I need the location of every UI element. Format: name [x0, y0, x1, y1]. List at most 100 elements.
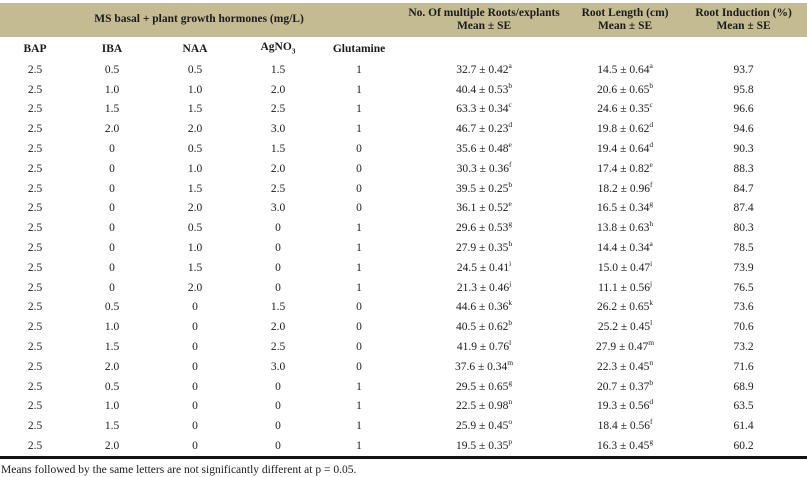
- cell-root-length-mean: 11.1 ± 0.56j: [598, 278, 653, 294]
- cell-glutamine: 1: [356, 242, 362, 255]
- cell-root-induction: 73.6: [733, 301, 754, 314]
- cell-iba: 0.5: [104, 63, 120, 76]
- significance-letter: a: [649, 61, 653, 71]
- cell-bap: 2.5: [27, 360, 43, 373]
- cell-root-induction: 73.9: [733, 261, 754, 274]
- cell-bap: 2.5: [27, 242, 43, 255]
- cell-glutamine: 1: [356, 380, 362, 393]
- cell-bap: 2.5: [27, 420, 43, 433]
- rooting-response-table: MS basal + plant growth hormones (mg/L) …: [0, 3, 807, 459]
- cell-roots-mean: 24.5 ± 0.41i: [456, 259, 512, 274]
- cell-root-length-mean: 25.2 ± 0.45l: [597, 318, 653, 334]
- significance-letter: k: [508, 298, 513, 308]
- cell-root-length-mean: 13.8 ± 0.63h: [597, 219, 654, 235]
- cell-iba: 0: [109, 222, 115, 235]
- cell-naa: 1.0: [187, 162, 203, 175]
- significance-letter: k: [649, 298, 654, 308]
- cell-glutamine: 1: [356, 103, 362, 116]
- cell-naa: 0: [192, 301, 198, 314]
- column-header-root-induction: Root Induction (%) Mean ± SE: [680, 3, 807, 37]
- significance-letter: e: [508, 140, 512, 150]
- cell-agno3: 0: [275, 400, 281, 413]
- cell-roots-mean: 21.3 ± 0.46j: [456, 278, 512, 294]
- column-header-root-length-line2: Mean ± SE: [597, 20, 653, 32]
- cell-bap: 2.5: [27, 143, 43, 156]
- cell-bap: 2.5: [27, 202, 43, 215]
- cell-bap: 2.5: [27, 380, 43, 393]
- cell-iba: 1.5: [104, 420, 120, 433]
- table-row: 2.5 0.5 0 0 1 29.5 ± 0.65g 20.7 ± 0.37b 68.9: [0, 377, 807, 397]
- cell-root-length-mean: 24.6 ± 0.35c: [597, 100, 653, 116]
- significance-letter: g: [649, 437, 654, 447]
- cell-iba: 1.5: [104, 103, 120, 116]
- cell-glutamine: 0: [356, 202, 362, 215]
- cell-roots-mean: 36.1 ± 0.52e: [456, 199, 512, 215]
- cell-bap: 2.5: [27, 63, 43, 76]
- significance-letter: b: [508, 318, 513, 328]
- cell-iba: 1.0: [104, 400, 120, 413]
- table-row: 2.5 0 0.5 0 1 29.6 ± 0.53g 13.8 ± 0.63h 80.3: [0, 218, 807, 238]
- significance-letter: g: [508, 219, 513, 229]
- significance-letter: m: [648, 338, 655, 348]
- column-header-root-induction-line2: Mean ± SE: [716, 20, 771, 32]
- cell-agno3: 2.0: [270, 83, 286, 96]
- cell-naa: 0: [192, 400, 198, 413]
- column-header-iba: IBA: [70, 37, 154, 60]
- cell-iba: 2.0: [104, 440, 120, 453]
- cell-roots-mean: 29.5 ± 0.65g: [456, 377, 513, 393]
- significance-letter: m: [507, 358, 514, 368]
- cell-roots-mean: 32.7 ± 0.42a: [456, 61, 512, 76]
- cell-roots-mean: 25.9 ± 0.45o: [456, 417, 513, 433]
- cell-root-induction: 84.7: [733, 182, 754, 195]
- cell-iba: 0.5: [104, 301, 120, 314]
- column-header-root-length-line1: Root Length (cm): [581, 6, 669, 19]
- cell-root-length-mean: 18.2 ± 0.96f: [597, 179, 653, 195]
- significance-letter: c: [508, 100, 512, 110]
- cell-bap: 2.5: [27, 400, 43, 413]
- cell-glutamine: 0: [356, 360, 362, 373]
- table-subheader-row: BAP IBA NAA AgNO3 Glutamine: [0, 37, 807, 60]
- table-row: 2.5 2.0 0 0 1 19.5 ± 0.35p 16.3 ± 0.45g 60.2: [0, 436, 807, 457]
- table-row: 2.5 0.5 0.5 1.5 1 32.7 ± 0.42a 14.5 ± 0.64a 93.…: [0, 60, 807, 80]
- cell-naa: 0: [192, 420, 198, 433]
- cell-glutamine: 0: [356, 162, 362, 175]
- cell-agno3: 0: [275, 380, 281, 393]
- cell-agno3: 1.5: [270, 143, 286, 156]
- significance-letter: e: [508, 199, 512, 209]
- cell-naa: 1.5: [187, 182, 203, 195]
- table-row: 2.5 1.5 1.5 2.5 1 63.3 ± 0.34c 24.6 ± 0.35c 96.…: [0, 100, 807, 120]
- cell-glutamine: 1: [356, 281, 362, 294]
- cell-bap: 2.5: [27, 182, 43, 195]
- cell-root-length-mean: 14.4 ± 0.34a: [597, 239, 653, 255]
- table-header: MS basal + plant growth hormones (mg/L) …: [0, 3, 807, 60]
- significance-letter: h: [649, 219, 654, 229]
- significance-letter: n: [649, 358, 654, 368]
- cell-iba: 2.0: [104, 360, 120, 373]
- cell-iba: 0: [109, 242, 115, 255]
- cell-bap: 2.5: [27, 162, 43, 175]
- cell-agno3: 3.0: [270, 202, 286, 215]
- cell-naa: 0.5: [187, 222, 203, 235]
- significance-letter: h: [508, 239, 513, 249]
- cell-agno3: 0: [275, 242, 281, 255]
- cell-roots-mean: 41.9 ± 0.76l: [456, 338, 512, 354]
- cell-glutamine: 0: [356, 321, 362, 334]
- cell-iba: 1.0: [104, 83, 120, 96]
- significance-letter: f: [649, 179, 653, 189]
- table-row: 2.5 1.0 0 0 1 22.5 ± 0.98n 19.3 ± 0.56d 63.5: [0, 397, 807, 417]
- column-header-bap: BAP: [0, 37, 70, 60]
- table-header-group-row: MS basal + plant growth hormones (mg/L) …: [0, 3, 807, 37]
- table-row: 2.5 0 1.0 0 1 27.9 ± 0.35h 14.4 ± 0.34a 78.5: [0, 238, 807, 258]
- cell-bap: 2.5: [27, 222, 43, 235]
- cell-root-length-mean: 14.5 ± 0.64a: [597, 61, 653, 76]
- cell-agno3: 0: [275, 440, 281, 453]
- table-row: 2.5 0 1.5 2.5 0 39.5 ± 0.25b 18.2 ± 0.96f 84.7: [0, 179, 807, 199]
- table-row: 2.5 2.0 2.0 3.0 1 46.7 ± 0.23d 19.8 ± 0.62d 94.…: [0, 119, 807, 139]
- table-row: 2.5 1.5 0 0 1 25.9 ± 0.45o 18.4 ± 0.56f 61.4: [0, 416, 807, 436]
- cell-roots-mean: 35.6 ± 0.48e: [456, 140, 512, 156]
- significance-letter: j: [509, 278, 512, 288]
- significance-letter: p: [508, 437, 513, 447]
- cell-glutamine: 0: [356, 143, 362, 156]
- significance-letter: b: [508, 80, 513, 90]
- table-row: 2.5 0 1.0 2.0 0 30.3 ± 0.36f 17.4 ± 0.82e 88.3: [0, 159, 807, 179]
